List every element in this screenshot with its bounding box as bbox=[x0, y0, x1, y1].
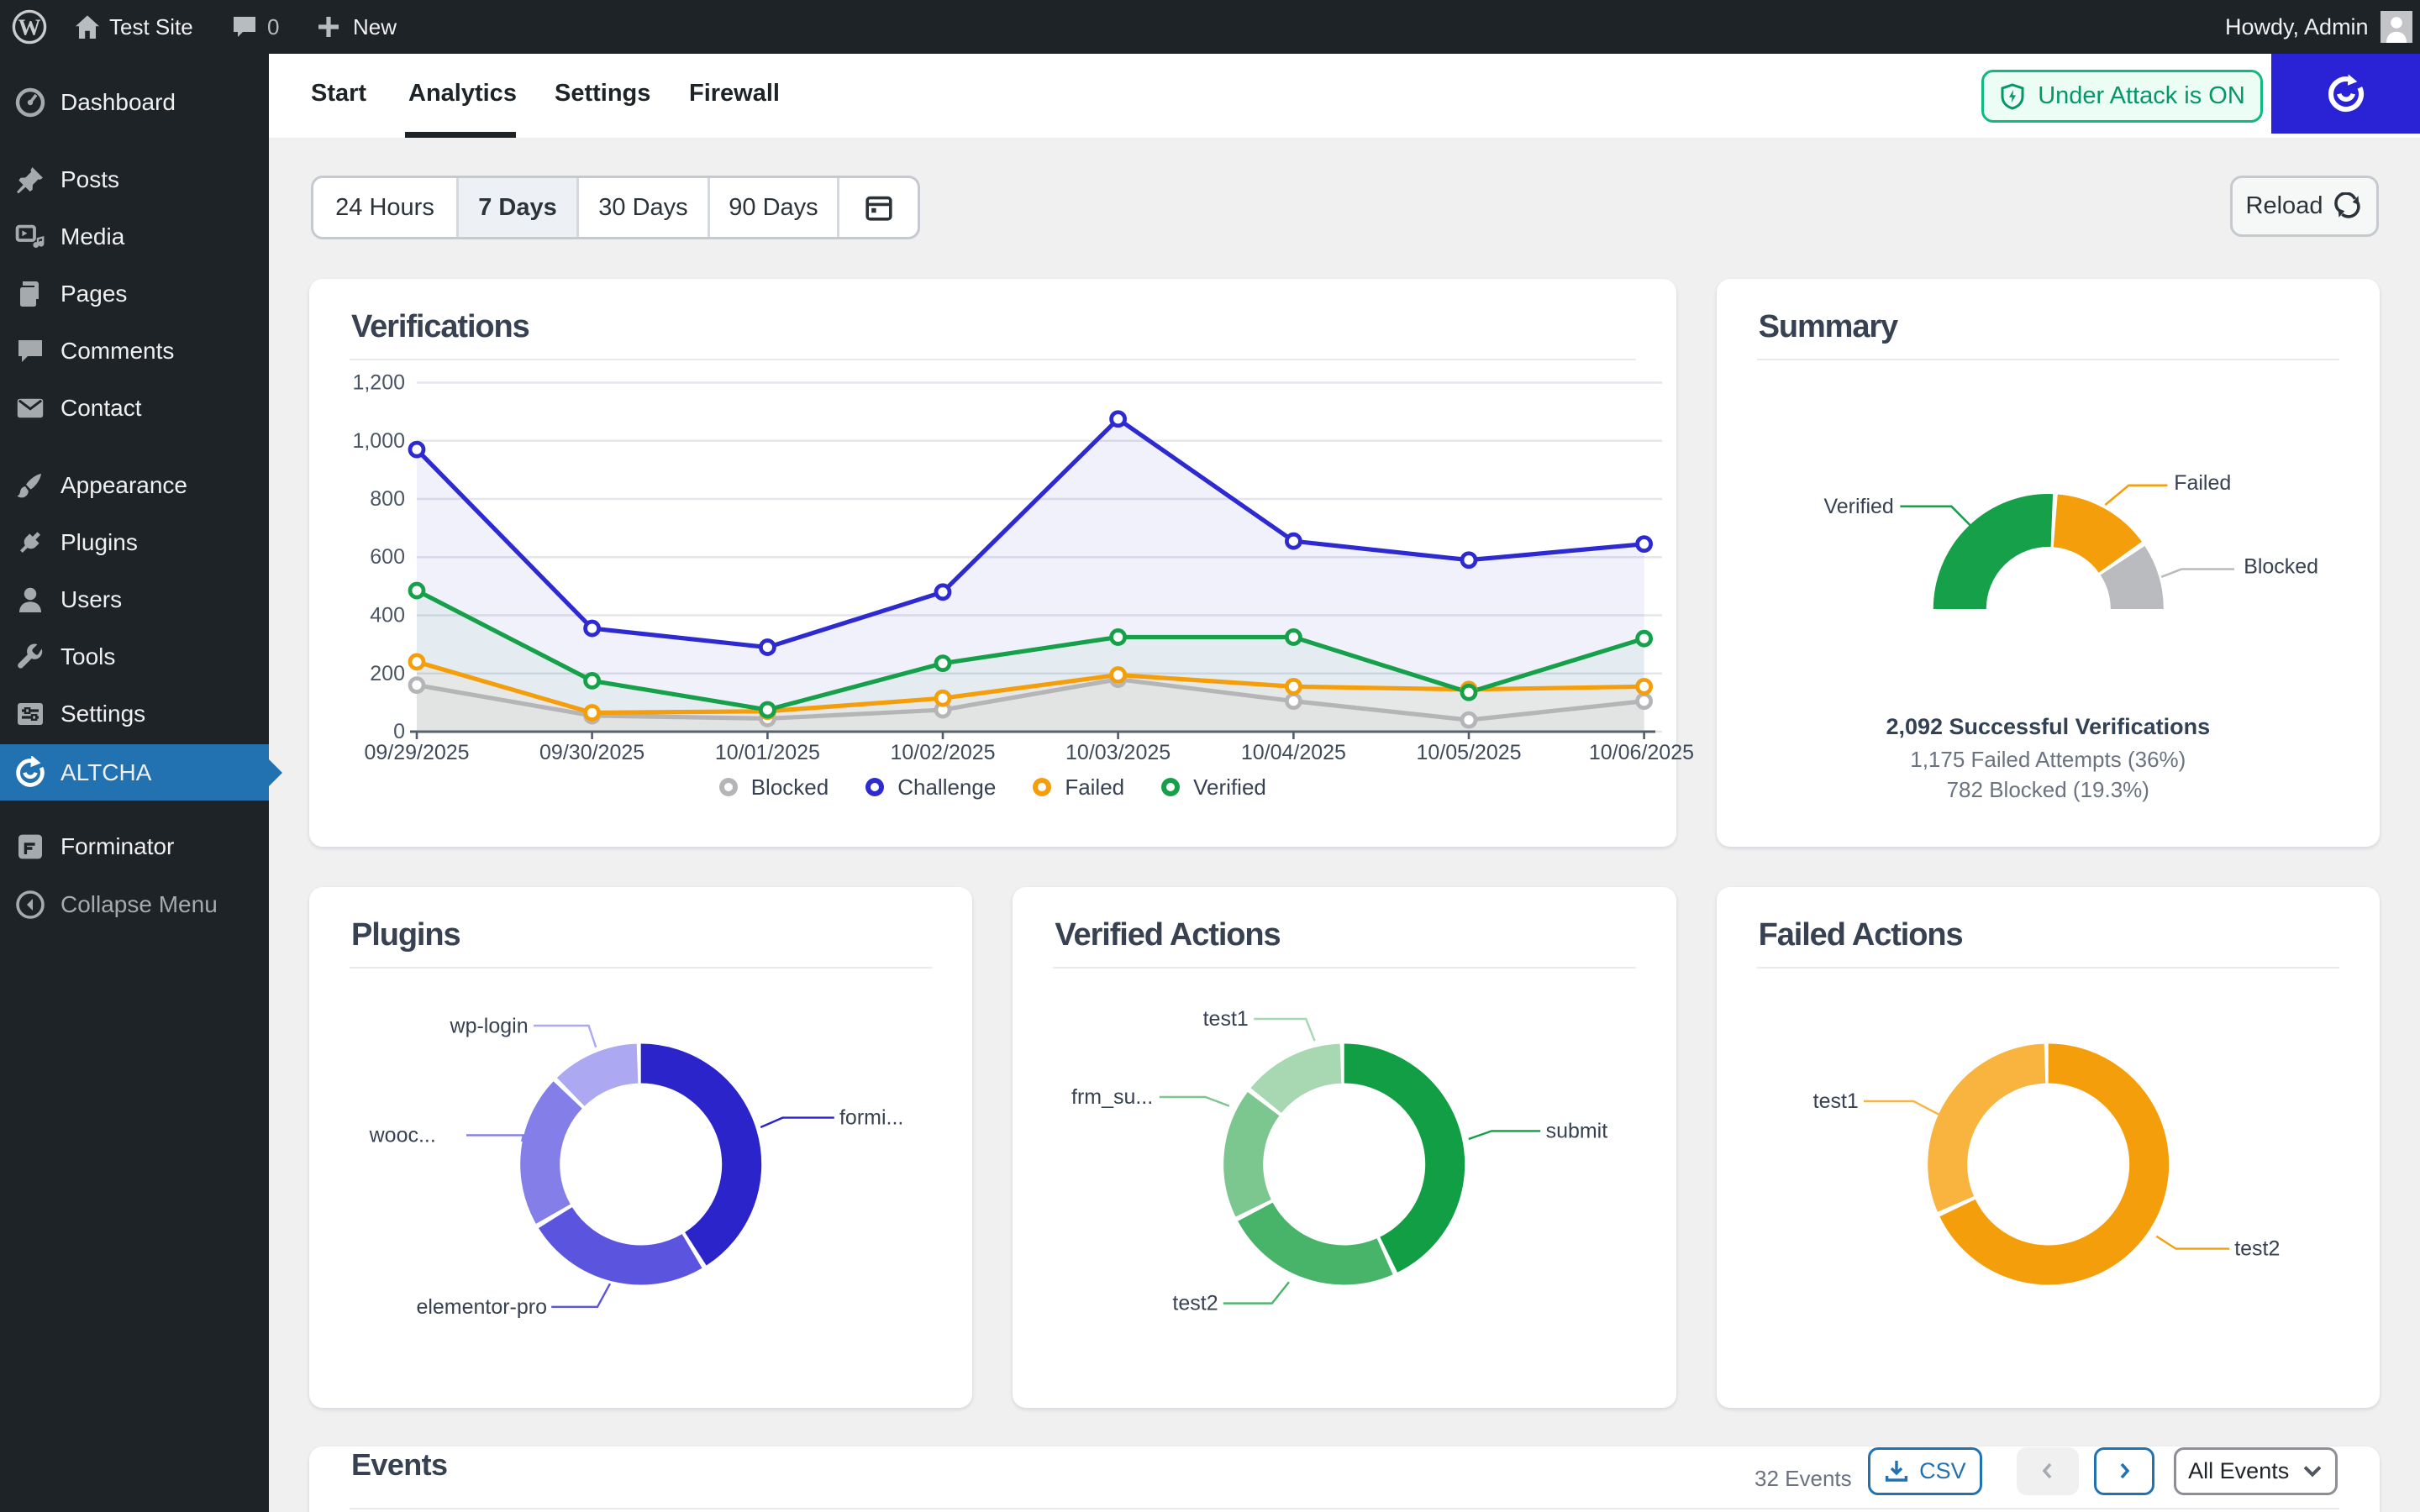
svg-text:0: 0 bbox=[393, 720, 405, 743]
svg-text:800: 800 bbox=[370, 487, 405, 511]
svg-text:test1: test1 bbox=[1203, 1007, 1249, 1031]
svg-text:frm_su...: frm_su... bbox=[1071, 1085, 1153, 1109]
svg-text:10/04/2025: 10/04/2025 bbox=[1241, 741, 1346, 764]
svg-text:09/29/2025: 09/29/2025 bbox=[364, 741, 469, 764]
svg-text:wooc...: wooc... bbox=[369, 1123, 436, 1147]
svg-text:Verified: Verified bbox=[1823, 495, 1893, 518]
svg-text:1,200: 1,200 bbox=[352, 371, 405, 395]
svg-text:formi...: formi... bbox=[839, 1106, 903, 1130]
svg-text:10/06/2025: 10/06/2025 bbox=[1589, 741, 1694, 764]
svg-text:200: 200 bbox=[370, 662, 405, 685]
svg-text:1,000: 1,000 bbox=[352, 429, 405, 453]
svg-text:wp-login: wp-login bbox=[450, 1014, 529, 1037]
svg-text:test2: test2 bbox=[1173, 1292, 1218, 1315]
svg-text:10/03/2025: 10/03/2025 bbox=[1065, 741, 1171, 764]
svg-text:elementor-pro: elementor-pro bbox=[416, 1295, 547, 1319]
svg-text:Blocked: Blocked bbox=[2244, 555, 2318, 579]
svg-text:10/01/2025: 10/01/2025 bbox=[715, 741, 820, 764]
svg-text:submit: submit bbox=[1546, 1119, 1608, 1142]
svg-text:test1: test1 bbox=[1812, 1089, 1858, 1113]
svg-text:10/05/2025: 10/05/2025 bbox=[1416, 741, 1521, 764]
svg-text:10/02/2025: 10/02/2025 bbox=[890, 741, 995, 764]
svg-text:600: 600 bbox=[370, 545, 405, 569]
svg-text:Failed: Failed bbox=[2174, 471, 2231, 495]
svg-text:test2: test2 bbox=[2234, 1237, 2280, 1261]
svg-text:W: W bbox=[18, 14, 41, 39]
svg-text:09/30/2025: 09/30/2025 bbox=[539, 741, 644, 764]
svg-text:400: 400 bbox=[370, 604, 405, 627]
